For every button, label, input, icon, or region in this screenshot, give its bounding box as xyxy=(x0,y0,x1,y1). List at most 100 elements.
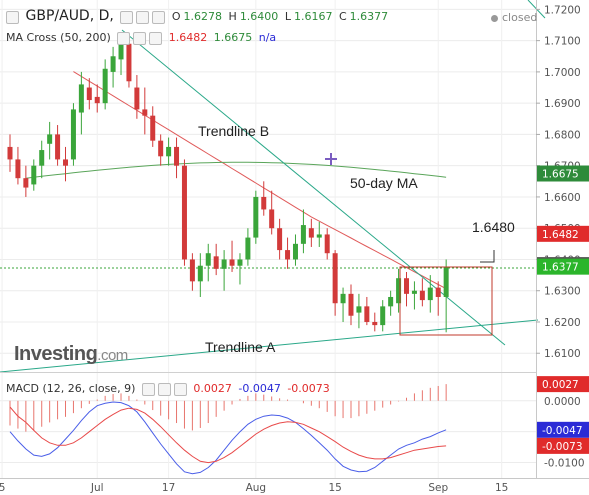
macd-tag: 0.0027 xyxy=(542,379,579,391)
candle-body xyxy=(94,96,100,104)
candle-body xyxy=(166,146,172,157)
ma-value-1: 1.6482 xyxy=(168,31,208,44)
candle-body xyxy=(269,209,275,229)
eye-icon[interactable] xyxy=(120,10,134,24)
candle-body xyxy=(419,290,425,301)
close-icon[interactable] xyxy=(149,31,163,45)
y-tick-label: 1.6300 xyxy=(544,286,581,298)
y-tick-label: 0.0000 xyxy=(544,396,581,408)
annotation-50-day-ma: 50-day MA xyxy=(350,175,418,191)
low-label: L xyxy=(284,10,291,23)
ma-200-line xyxy=(25,161,447,179)
collapse-arrow-icon[interactable] xyxy=(6,10,19,24)
eye-icon[interactable] xyxy=(141,382,155,396)
annotation-trendline-b: Trendline B xyxy=(198,123,269,139)
annotation-trendline-a: Trendline A xyxy=(205,339,276,355)
market-status: closed xyxy=(491,11,537,24)
macd-value-1: 0.0027 xyxy=(193,382,232,395)
candle-body xyxy=(47,134,53,144)
close-icon[interactable] xyxy=(152,10,166,24)
open-value: 1.6278 xyxy=(183,10,223,23)
candle-body xyxy=(197,265,203,282)
eye-icon[interactable] xyxy=(117,31,131,45)
settings-icon[interactable] xyxy=(133,31,147,45)
macd-tag: -0.0047 xyxy=(542,425,583,437)
macd-legend: MACD (12, 26, close, 9) 0.0027 -0.0047 -… xyxy=(6,382,333,396)
investing-logo: Investing.com xyxy=(14,343,128,365)
status-dot-icon xyxy=(491,14,498,22)
low-value: 1.6167 xyxy=(293,10,333,23)
x-tick-label: 15 xyxy=(328,482,341,494)
annotation-price-1-6480: 1.6480 xyxy=(472,219,515,235)
ma-50-line xyxy=(73,71,447,290)
open-label: O xyxy=(171,10,181,23)
candle-body xyxy=(15,159,21,179)
trendlines xyxy=(0,0,546,373)
macd-value-3: -0.0073 xyxy=(287,382,330,395)
candle-body xyxy=(245,237,251,260)
candle-body xyxy=(261,196,267,210)
ohlc-legend: GBP/AUD, D, O 1.6278 H 1.6400 L 1.6167 C 1.6… xyxy=(6,8,391,24)
grid xyxy=(0,0,536,478)
candle-body xyxy=(237,259,243,266)
ma-label: MA Cross (50, 200) xyxy=(6,31,111,44)
candle-body xyxy=(292,243,298,260)
candle-body xyxy=(308,228,314,238)
macd-line xyxy=(9,401,447,475)
candle-body xyxy=(332,253,338,304)
price-tag: 1.6377 xyxy=(542,262,579,274)
candle-body xyxy=(364,306,370,322)
macd-value-2: -0.0047 xyxy=(238,382,281,395)
settings-icon[interactable] xyxy=(157,382,171,396)
candle-body xyxy=(253,196,259,238)
macd-pane xyxy=(9,384,447,475)
candle-body xyxy=(134,87,140,110)
y-tick-label: 1.6600 xyxy=(544,192,581,204)
time-axis: 5 Jul 17 Aug 15 Sep 15 xyxy=(0,482,508,494)
close-icon[interactable] xyxy=(173,382,187,396)
candle-body xyxy=(324,234,330,254)
status-text: closed xyxy=(502,11,538,24)
candle-body xyxy=(55,134,61,160)
candle-body xyxy=(70,109,76,160)
candle-body xyxy=(86,87,92,101)
candle-body xyxy=(348,293,354,316)
macd-tag-bg xyxy=(537,376,589,393)
y-tick-label: 1.7000 xyxy=(544,67,581,79)
x-tick-label: 15 xyxy=(495,482,508,494)
candle-body xyxy=(189,259,195,282)
candle-body xyxy=(388,296,394,307)
x-tick-label: Jul xyxy=(90,482,104,494)
candle-body xyxy=(118,40,124,60)
candle-body xyxy=(126,43,132,82)
candle-body xyxy=(23,178,29,188)
high-value: 1.6400 xyxy=(239,10,279,23)
x-tick-label: 17 xyxy=(162,482,175,494)
macd-label: MACD (12, 26, close, 9) xyxy=(6,382,136,395)
close-label: C xyxy=(338,10,347,23)
callout-line xyxy=(480,250,495,263)
candle-body xyxy=(31,165,37,185)
candle-body xyxy=(427,287,433,301)
price-tag: 1.6675 xyxy=(542,168,579,180)
candle-body xyxy=(340,293,346,304)
candle-body xyxy=(7,146,13,160)
price-tag-bg xyxy=(537,225,589,242)
candle-body xyxy=(142,109,148,116)
symbol-label: GBP/AUD, D, xyxy=(25,8,114,24)
candle-body xyxy=(229,259,235,266)
candle-body xyxy=(396,278,402,304)
crosshair-marker xyxy=(325,153,337,165)
macd-tag-bg xyxy=(537,437,589,454)
candle-body xyxy=(205,253,211,266)
candle-body xyxy=(150,115,156,141)
macd-tag: -0.0073 xyxy=(542,441,583,453)
candle-body xyxy=(411,290,417,294)
y-tick-label: 1.7200 xyxy=(544,4,581,16)
candle-body xyxy=(110,56,116,72)
settings-icon[interactable] xyxy=(136,10,150,24)
candle-body xyxy=(404,278,409,294)
candle-body xyxy=(435,287,441,297)
trendline-a xyxy=(0,319,539,373)
